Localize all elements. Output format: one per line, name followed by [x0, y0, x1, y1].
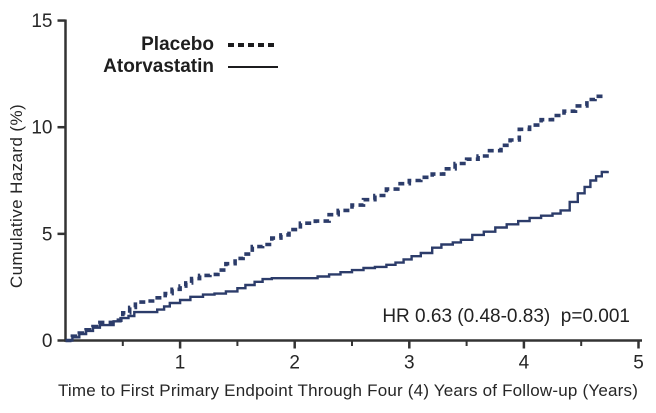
placebo-dashed-line-sample: [228, 43, 278, 47]
x-tick-label: 3: [404, 353, 415, 374]
x-tick-label: 1: [175, 353, 186, 374]
y-tick-label: 5: [42, 224, 53, 245]
hazard-ratio-annotation: HR 0.63 (0.48-0.83) p=0.001: [382, 306, 630, 327]
y-tick-label: 15: [31, 11, 52, 32]
y-tick-label: 10: [31, 118, 52, 139]
legend-label-placebo: Placebo: [141, 34, 214, 55]
legend-label-atorvastatin: Atorvastatin: [103, 56, 214, 77]
legend-row-placebo: Placebo: [96, 34, 278, 56]
legend-row-atorvastatin: Atorvastatin: [96, 56, 278, 78]
y-axis-title: Cumulative Hazard (%): [7, 103, 26, 289]
placebo-curve: [65, 94, 606, 343]
x-tick-label: 2: [289, 353, 300, 374]
atorvastatin-curve: [65, 170, 609, 342]
x-axis-title: Time to First Primary Endpoint Through F…: [57, 381, 639, 400]
atorvastatin-solid-line-sample: [228, 66, 278, 68]
x-tick-label: 4: [519, 353, 530, 374]
legend: Placebo Atorvastatin: [96, 34, 278, 78]
y-tick-label: 0: [42, 331, 53, 352]
x-tick-label: 5: [633, 353, 644, 374]
